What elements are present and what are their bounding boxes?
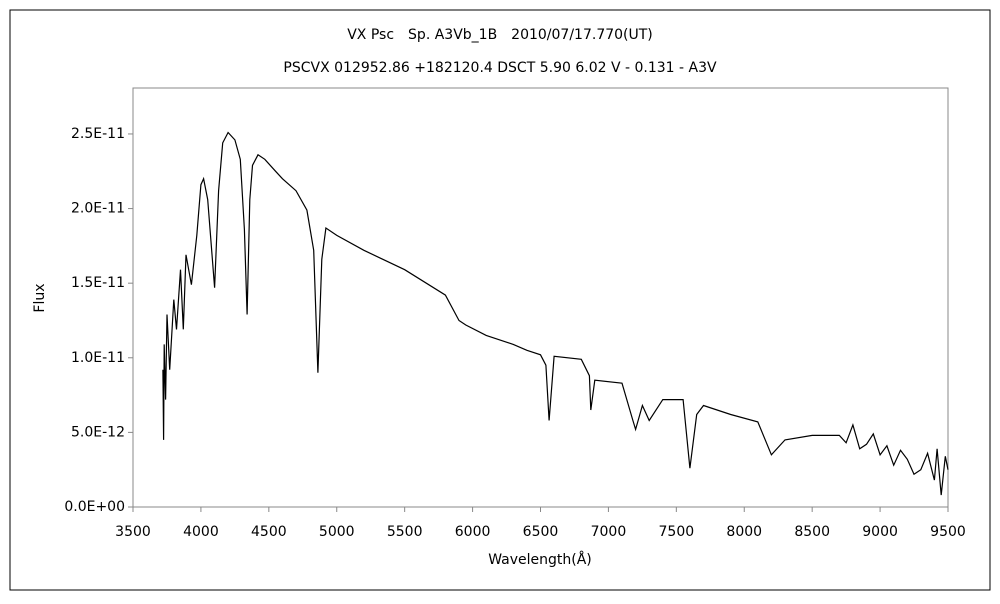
x-tick-label: 8500 <box>794 524 830 540</box>
y-tick-label: 1.5E-11 <box>71 275 125 291</box>
y-tick-label: 0.0E+00 <box>64 499 125 515</box>
chart-title: VX Psc Sp. A3Vb_1B 2010/07/17.770(UT) <box>347 27 653 43</box>
x-tick-label: 9500 <box>930 524 966 540</box>
y-tick-label: 2.5E-11 <box>71 126 125 142</box>
x-tick-label: 6500 <box>523 524 559 540</box>
x-tick-label: 7500 <box>659 524 695 540</box>
x-tick-label: 6000 <box>455 524 491 540</box>
y-tick-label: 5.0E-12 <box>71 424 125 440</box>
x-tick-label: 4000 <box>183 524 219 540</box>
y-tick-label: 2.0E-11 <box>71 201 125 217</box>
y-tick-label: 1.0E-11 <box>71 350 125 366</box>
chart-subtitle: PSCVX 012952.86 +182120.4 DSCT 5.90 6.02… <box>283 60 717 76</box>
spectrum-line <box>162 131 949 496</box>
x-tick-label: 4500 <box>251 524 287 540</box>
x-axis-label: Wavelength(Å) <box>488 551 592 568</box>
x-tick-label: 8000 <box>726 524 762 540</box>
x-tick-label: 9000 <box>862 524 898 540</box>
x-tick-label: 7000 <box>591 524 627 540</box>
x-tick-label: 5500 <box>387 524 423 540</box>
x-tick-label: 3500 <box>115 524 151 540</box>
chart-frame <box>9 9 991 591</box>
x-tick-label: 5000 <box>319 524 355 540</box>
y-axis-label: Flux <box>32 283 48 312</box>
